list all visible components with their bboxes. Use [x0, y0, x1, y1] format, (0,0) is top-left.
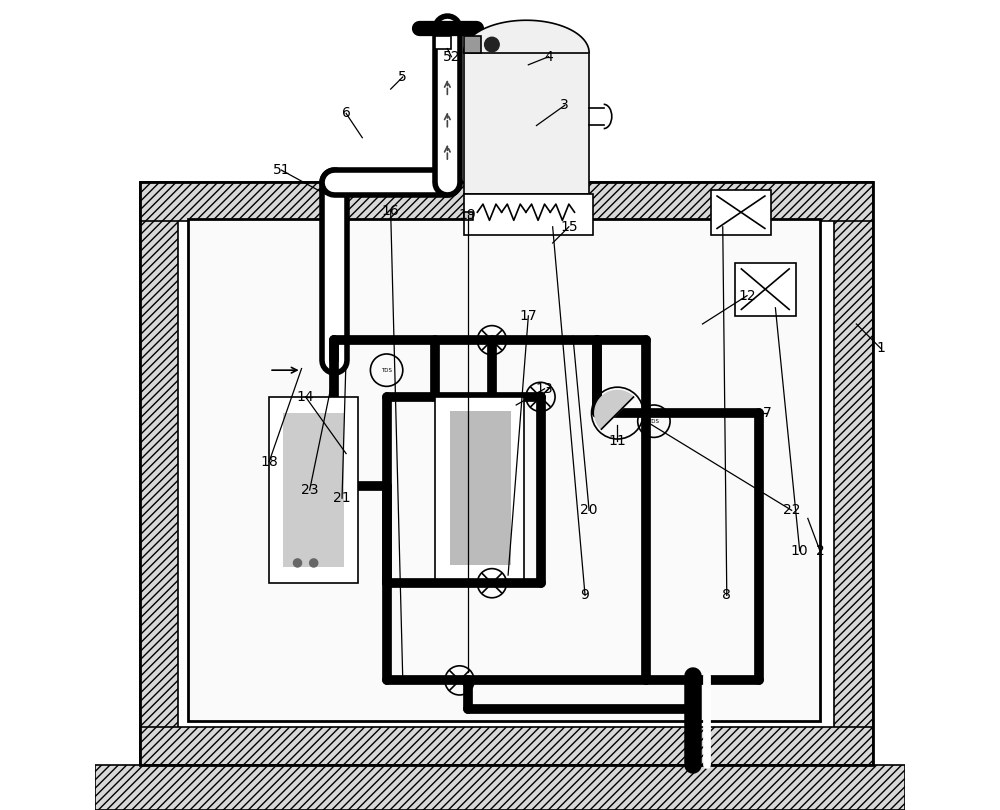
Bar — [464, 53, 589, 194]
Text: E: E — [490, 579, 494, 584]
Text: 2: 2 — [816, 544, 824, 558]
Text: 11: 11 — [609, 434, 626, 449]
Text: 17: 17 — [520, 309, 537, 323]
Text: 13: 13 — [536, 382, 553, 396]
Bar — [450, 411, 511, 565]
Bar — [283, 413, 344, 567]
Bar — [435, 36, 451, 49]
Text: 16: 16 — [382, 203, 400, 218]
Text: 6: 6 — [342, 106, 351, 121]
Bar — [464, 212, 473, 220]
Text: 4: 4 — [544, 49, 553, 64]
Text: 22: 22 — [783, 503, 800, 518]
Bar — [140, 182, 873, 765]
Bar — [95, 765, 905, 810]
Bar — [464, 36, 481, 53]
Text: 15: 15 — [560, 220, 578, 234]
Text: E: E — [539, 393, 542, 398]
Text: 20: 20 — [580, 503, 598, 518]
Bar — [711, 190, 771, 235]
Circle shape — [485, 37, 499, 52]
Bar — [269, 397, 358, 583]
Circle shape — [310, 559, 318, 567]
Bar — [834, 182, 873, 765]
Text: 9: 9 — [581, 588, 589, 603]
Bar — [735, 263, 796, 316]
Text: TDS: TDS — [648, 419, 659, 424]
Text: E: E — [490, 336, 494, 341]
Text: 10: 10 — [791, 544, 809, 558]
Text: E: E — [458, 676, 461, 681]
Bar — [188, 219, 820, 721]
Text: 12: 12 — [738, 288, 756, 303]
Bar — [140, 182, 178, 765]
Text: 51: 51 — [272, 163, 290, 177]
Text: 19: 19 — [459, 207, 476, 222]
Text: 14: 14 — [297, 390, 314, 404]
Text: 23: 23 — [301, 483, 318, 497]
Circle shape — [293, 559, 302, 567]
Text: TDS: TDS — [381, 368, 392, 373]
Text: 52: 52 — [443, 49, 460, 64]
Text: 1: 1 — [876, 341, 885, 356]
Bar — [464, 194, 593, 235]
Bar — [140, 727, 873, 765]
Text: 7: 7 — [763, 406, 772, 420]
Bar — [435, 397, 524, 579]
Bar — [450, 411, 511, 565]
Text: 18: 18 — [260, 454, 278, 469]
Text: 8: 8 — [722, 588, 731, 603]
Polygon shape — [595, 390, 633, 429]
Text: 21: 21 — [333, 491, 351, 505]
Bar — [140, 182, 873, 221]
Text: 3: 3 — [560, 98, 569, 113]
Bar — [283, 413, 344, 567]
Bar — [464, 53, 589, 194]
Text: 5: 5 — [398, 70, 407, 84]
